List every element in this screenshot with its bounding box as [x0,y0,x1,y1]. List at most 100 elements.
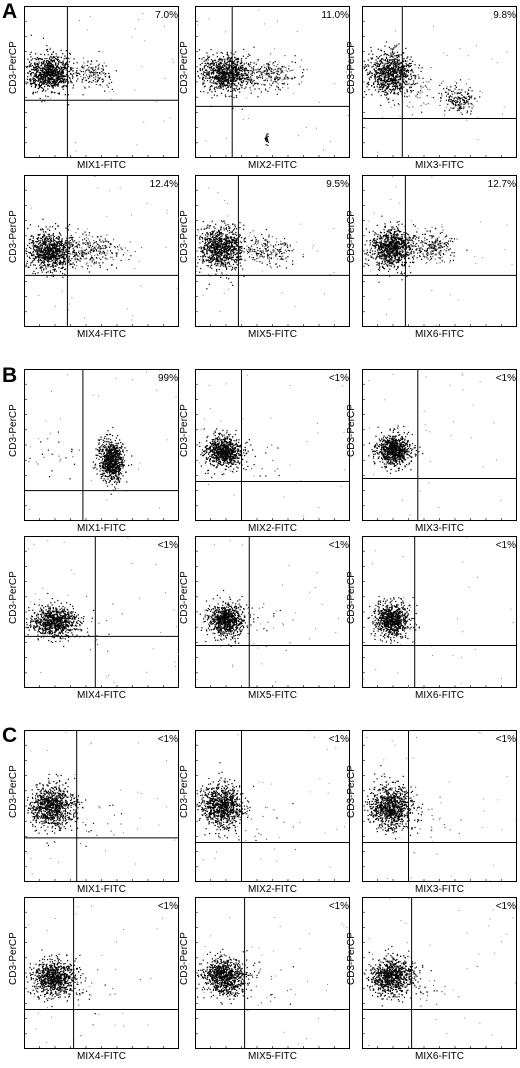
event-dot [211,69,213,71]
event-dot [396,60,398,62]
event-dot [240,60,243,62]
event-dot [261,84,263,86]
event-dot [397,81,399,84]
event-dot [399,74,401,76]
event-dot [211,66,213,68]
event-dot [469,103,471,105]
event-dot [204,237,206,239]
event-dot [26,65,28,68]
event-dot [103,251,106,253]
event-dot [394,70,396,72]
event-dot [42,247,44,249]
event-dot [227,59,229,61]
event-dot [371,66,373,68]
event-dot [62,256,64,259]
event-dot [393,77,395,79]
event-dot [406,90,408,92]
event-dot [93,250,95,253]
event-dot [102,86,104,88]
event-dot [224,62,226,64]
event-dot [474,97,476,99]
event-dot [274,61,276,63]
event-dot [102,69,104,71]
event-dot [236,73,238,75]
event-dot [39,71,41,74]
event-dot [30,235,32,237]
event-dot [277,76,279,78]
event-dot [91,74,93,76]
event-dot [118,244,120,246]
event-dot [451,96,453,98]
event-dot [106,258,108,260]
event-dot [252,81,254,83]
event-dot [279,89,281,91]
event-dot [253,46,255,48]
event-dot [268,75,270,78]
event-dot [229,75,231,77]
event-dot [165,246,167,248]
event-dot [382,85,385,87]
event-dot [61,290,63,292]
event-dot [252,85,254,87]
event-dot [232,89,234,91]
event-dot [68,57,70,59]
event-dot [52,266,54,269]
event-dot [225,245,227,247]
event-dot [62,86,65,88]
event-dot [76,67,78,69]
event-dot [392,79,394,82]
event-dot [458,106,460,108]
event-dot [397,68,399,70]
event-dot [50,62,52,64]
event-dot [70,69,72,71]
event-dot [265,74,267,76]
event-dot [247,117,249,119]
event-dot [303,69,305,71]
event-dot [104,247,106,250]
event-dot [75,150,77,152]
event-dot [223,229,225,231]
event-dot [210,49,212,51]
event-dot [228,85,230,87]
event-dot [226,245,228,247]
event-dot [164,77,166,79]
event-dot [393,71,395,73]
panel-label-c: C [2,724,18,747]
event-dot [71,263,73,265]
event-dot [54,72,56,74]
event-dot [172,58,174,60]
event-dot [390,92,392,94]
event-dot [232,75,234,77]
event-dot [392,99,394,101]
event-dot [408,83,410,85]
event-dot [377,69,379,71]
event-dot [281,83,283,85]
event-dot [211,63,213,65]
event-dot [72,241,74,243]
event-dot [48,247,50,249]
event-dot [61,242,63,245]
event-dot [61,86,64,88]
event-dot [218,74,220,76]
event-dot [37,246,39,248]
event-dot [284,55,286,57]
event-dot [43,262,46,264]
event-dot [85,70,87,72]
event-dot [73,251,75,253]
event-dot [42,73,44,76]
event-dot [215,83,217,85]
event-dot [223,78,225,80]
event-dot [60,242,62,245]
event-dot [397,81,399,83]
event-dot [238,77,241,79]
event-dot [399,86,402,88]
event-dot [98,67,100,69]
event-dot [47,254,49,257]
event-dot [52,240,55,242]
event-dot [463,100,466,103]
event-dot [218,62,220,64]
event-dot [58,79,60,81]
event-dot [60,56,62,58]
event-dot [41,261,43,263]
event-dot [218,59,220,61]
